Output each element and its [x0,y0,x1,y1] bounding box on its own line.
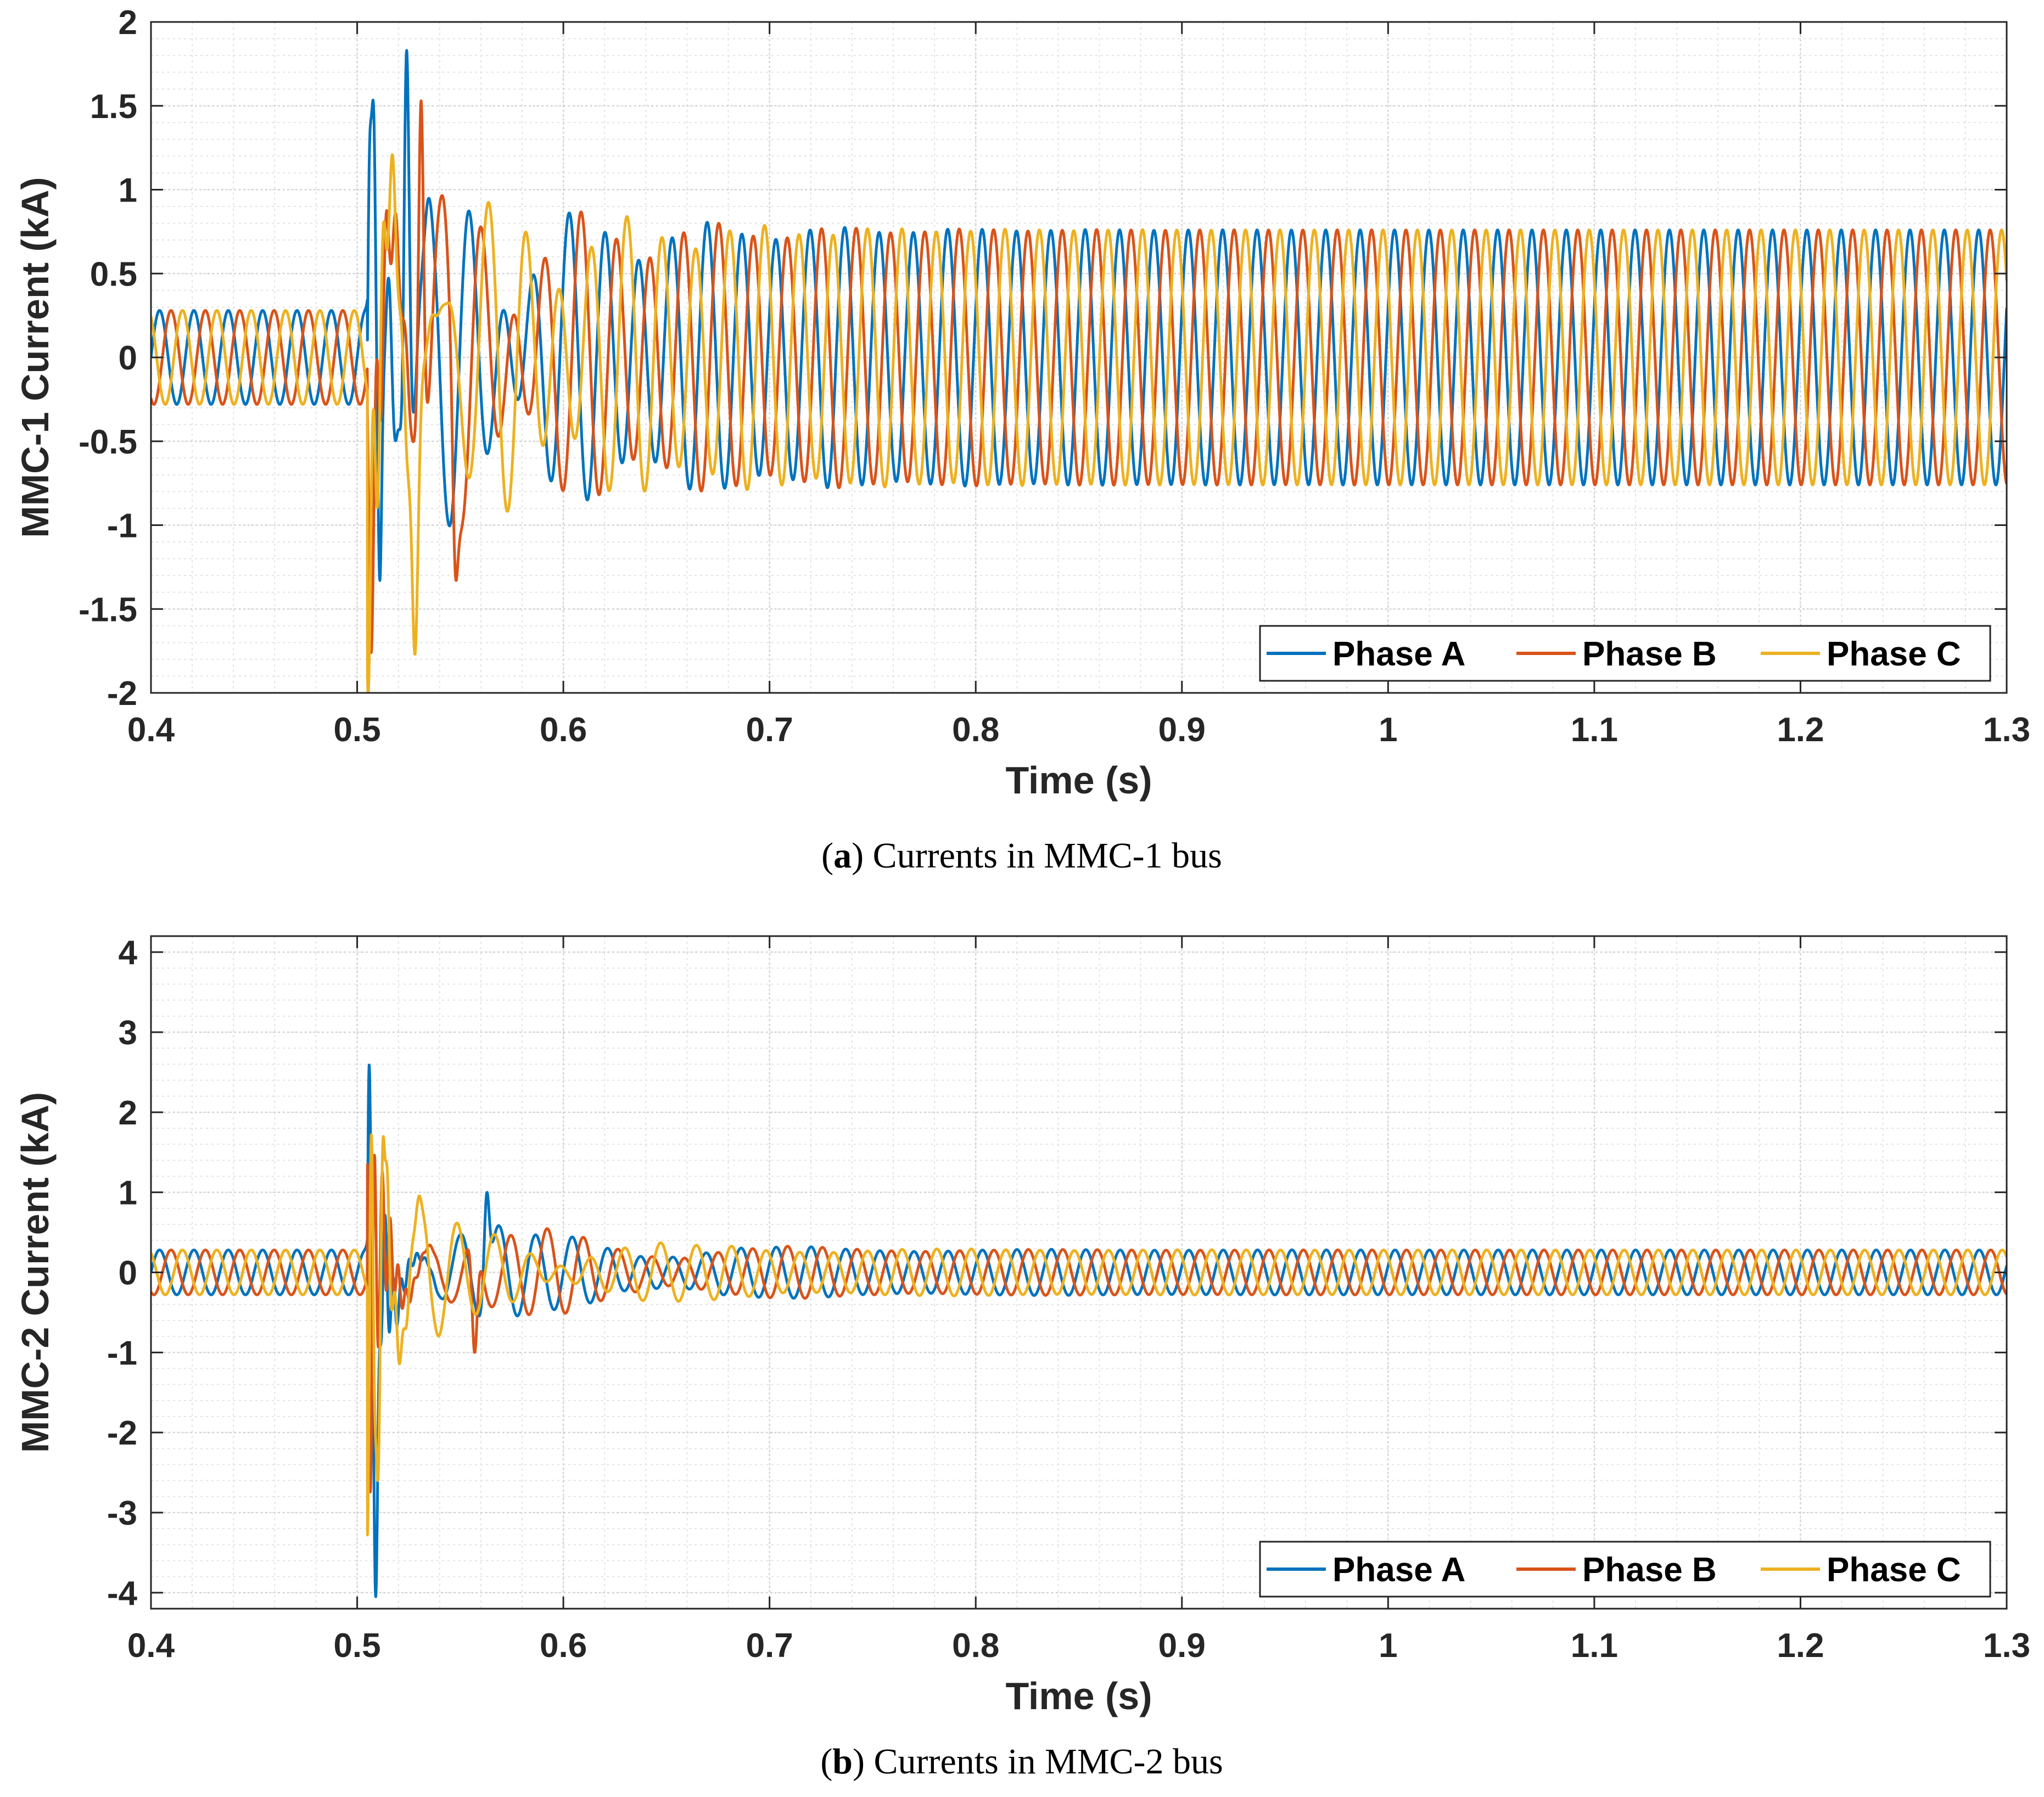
x-tick-label: 0.6 [540,1627,587,1665]
y-tick-label: -0.5 [79,423,137,461]
y-tick-label: -2 [107,675,137,713]
series-line-phase-c [151,1133,2007,1537]
y-tick-label: 2 [119,4,137,42]
y-tick-label: 1.5 [90,88,137,126]
series-line-phase-b [151,99,2007,654]
x-tick-label: 0.5 [333,1627,380,1665]
y-tick-label: 0 [119,339,137,377]
x-tick-label: 1 [1379,711,1397,749]
y-tick-label: 1 [119,1174,137,1212]
series-group-a [151,49,2007,693]
y-tick-label: -4 [107,1575,138,1613]
y-axis-label-a: MMC-1 Current (kA) [14,177,57,538]
x-tick-label: 0.6 [540,711,587,749]
caption-letter-a: a [833,836,852,876]
x-tick-label: 0.9 [1158,1627,1206,1665]
legend-a: Phase A Phase B Phase C [1259,625,1991,682]
x-tick-label: 0.9 [1158,711,1206,749]
x-axis-label-b: Time (s) [1005,1675,1152,1717]
legend-label-phase-c: Phase C [1827,635,1961,673]
y-tick-labels-a: 2 1.5 1 0.5 0 -0.5 -1 -1.5 -2 [79,4,137,713]
x-tick-labels-a: 0.4 0.5 0.6 0.7 0.8 0.9 1 1.1 1.2 1.3 [127,711,2030,749]
x-tick-label: 1.3 [1983,711,2030,749]
legend-label-phase-c: Phase C [1827,1551,1961,1589]
x-tick-labels-b: 0.4 0.5 0.6 0.7 0.8 0.9 1 1.1 1.2 1.3 [127,1627,2030,1665]
x-tick-label: 0.8 [952,1627,999,1665]
y-tick-label: -1 [107,1334,137,1372]
y-tick-label: -1.5 [79,591,137,629]
caption-b: (b) Currents in MMC-2 bus [820,1742,1223,1782]
ticks-b [150,936,2008,1609]
series-line-phase-b [151,1154,2007,1493]
y-tick-label: 3 [119,1014,137,1052]
y-axis-label-b: MMC-2 Current (kA) [14,1092,57,1453]
x-tick-label: 1.3 [1983,1627,2030,1665]
y-tick-label: 2 [119,1094,137,1132]
y-tick-label: 0.5 [90,255,137,293]
x-tick-label: 1.1 [1571,711,1618,749]
series-line-phase-c [151,153,2007,693]
x-tick-label: 1.2 [1777,1627,1824,1665]
x-tick-label: 1.1 [1571,1627,1618,1665]
legend-label-phase-a: Phase A [1332,1551,1465,1589]
y-tick-label: -2 [107,1414,137,1452]
legend-label-phase-b: Phase B [1582,635,1717,673]
x-tick-label: 0.5 [333,711,380,749]
caption-text-a: Currents in MMC-1 bus [873,836,1222,876]
x-tick-label: 0.7 [746,1627,793,1665]
x-tick-label: 0.4 [127,711,175,749]
ticks-a [150,21,2008,694]
y-tick-label: 1 [119,172,137,210]
y-tick-label: -1 [107,507,137,545]
panel-b-chart: 4 3 2 1 0 -1 -2 -3 -4 0.4 0.5 0.6 0.7 0.8 0.9 1 1.1 1.2 1… [14,934,2030,1782]
x-tick-label: 1 [1379,1627,1397,1665]
x-tick-label: 0.4 [127,1627,175,1665]
panel-a-chart: 2 1.5 1 0.5 0 -0.5 -1 -1.5 -2 0.4 0.5 0.6 0.7 0.8 0.9… [14,4,2030,876]
x-tick-label: 1.2 [1777,711,1824,749]
caption-a: (a) Currents in MMC-1 bus [821,836,1222,876]
x-tick-label: 0.8 [952,711,999,749]
legend-box-b [1259,1541,1991,1598]
x-axis-label-a: Time (s) [1005,759,1152,802]
y-tick-label: 0 [119,1255,137,1292]
legend-label-phase-a: Phase A [1332,635,1465,673]
legend-box-a [1259,625,1991,682]
y-tick-label: -3 [107,1494,137,1532]
y-tick-label: 4 [119,934,138,972]
series-group-b [151,1063,2007,1598]
caption-letter-b: b [832,1742,853,1782]
legend-label-phase-b: Phase B [1582,1551,1717,1589]
caption-text-b: Currents in MMC-2 bus [874,1742,1223,1782]
x-tick-label: 0.7 [746,711,793,749]
y-tick-labels-b: 4 3 2 1 0 -1 -2 -3 -4 [107,934,138,1613]
legend-b: Phase A Phase B Phase C [1259,1541,1991,1598]
